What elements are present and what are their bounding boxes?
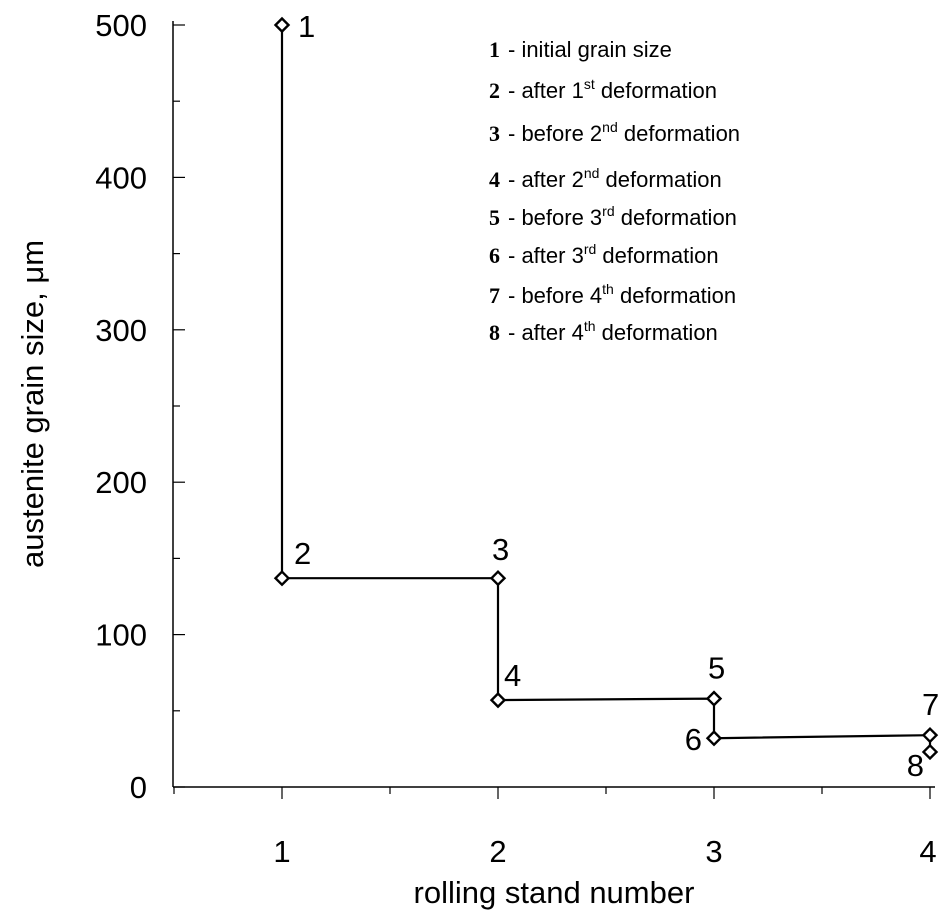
axes: 0 100 200 300 400 500 1 2 3 4 rolling stand number…	[15, 8, 937, 910]
legend-entry-text: - before 3rd deformation	[508, 203, 737, 230]
legend-entry-text: - before 4th deformation	[508, 281, 736, 308]
legend-entry-3: 3 - before 2nd deformation	[489, 119, 740, 146]
legend: 1 - initial grain size 2 - after 1st defo…	[489, 37, 740, 345]
point-labels: 1 2 3 4 5 6 7 8	[294, 9, 939, 783]
point-label-4: 4	[504, 658, 521, 693]
point-label-7: 7	[922, 687, 939, 722]
point-label-8: 8	[907, 748, 924, 783]
data-point-2	[273, 570, 291, 587]
series-line	[280, 25, 932, 752]
y-tick-label: 0	[130, 770, 147, 805]
legend-entry-text: - after 1st deformation	[508, 76, 717, 103]
legend-entry-text: - after 2nd deformation	[508, 165, 722, 192]
data-markers	[273, 16, 939, 761]
point-label-2: 2	[294, 536, 311, 571]
legend-entry-text: - after 3rd deformation	[508, 241, 719, 268]
legend-entry-5: 5 - before 3rd deformation	[489, 203, 737, 230]
data-point-7	[921, 726, 939, 744]
data-point-8	[921, 743, 939, 761]
x-axis-title: rolling stand number	[414, 875, 695, 910]
legend-entry-number: 4	[489, 167, 500, 192]
point-label-6: 6	[685, 722, 702, 757]
point-label-1: 1	[298, 9, 315, 44]
legend-entry-number: 7	[489, 283, 500, 308]
legend-entry-number: 3	[489, 121, 500, 146]
legend-entry-4: 4 - after 2nd deformation	[489, 165, 722, 192]
point-label-3: 3	[492, 532, 509, 567]
x-tick-label: 4	[919, 834, 936, 869]
data-point-5	[705, 690, 723, 707]
y-tick-label: 200	[95, 465, 147, 500]
legend-entry-number: 6	[489, 243, 500, 268]
x-tick-label: 3	[705, 834, 722, 869]
series-step-line	[280, 25, 932, 752]
y-tick-label: 100	[95, 618, 147, 653]
y-tick-label: 400	[95, 160, 147, 195]
legend-entry-text: - before 2nd deformation	[508, 119, 740, 146]
legend-entry-number: 5	[489, 205, 500, 230]
point-label-5: 5	[708, 651, 725, 686]
data-point-1	[273, 16, 291, 34]
y-axis-title: austenite grain size, μm	[15, 240, 50, 568]
y-tick-label: 500	[95, 8, 147, 43]
legend-entry-text: - after 4th deformation	[508, 318, 718, 345]
data-point-3	[489, 570, 507, 587]
data-point-6	[705, 730, 723, 747]
x-tick-label: 2	[489, 834, 506, 869]
x-tick-label: 1	[273, 834, 290, 869]
legend-entry-7: 7 - before 4th deformation	[489, 281, 736, 308]
data-point-4	[489, 691, 507, 709]
legend-entry-8: 8 - after 4th deformation	[489, 318, 718, 345]
legend-entry-1: 1 - initial grain size	[489, 37, 672, 62]
legend-entry-number: 8	[489, 320, 500, 345]
legend-entry-2: 2 - after 1st deformation	[489, 76, 717, 103]
legend-entry-number: 2	[489, 78, 500, 103]
legend-entry-number: 1	[489, 37, 500, 62]
legend-entry-text: - initial grain size	[508, 37, 672, 62]
y-tick-label: 300	[95, 313, 147, 348]
legend-entry-6: 6 - after 3rd deformation	[489, 241, 719, 268]
